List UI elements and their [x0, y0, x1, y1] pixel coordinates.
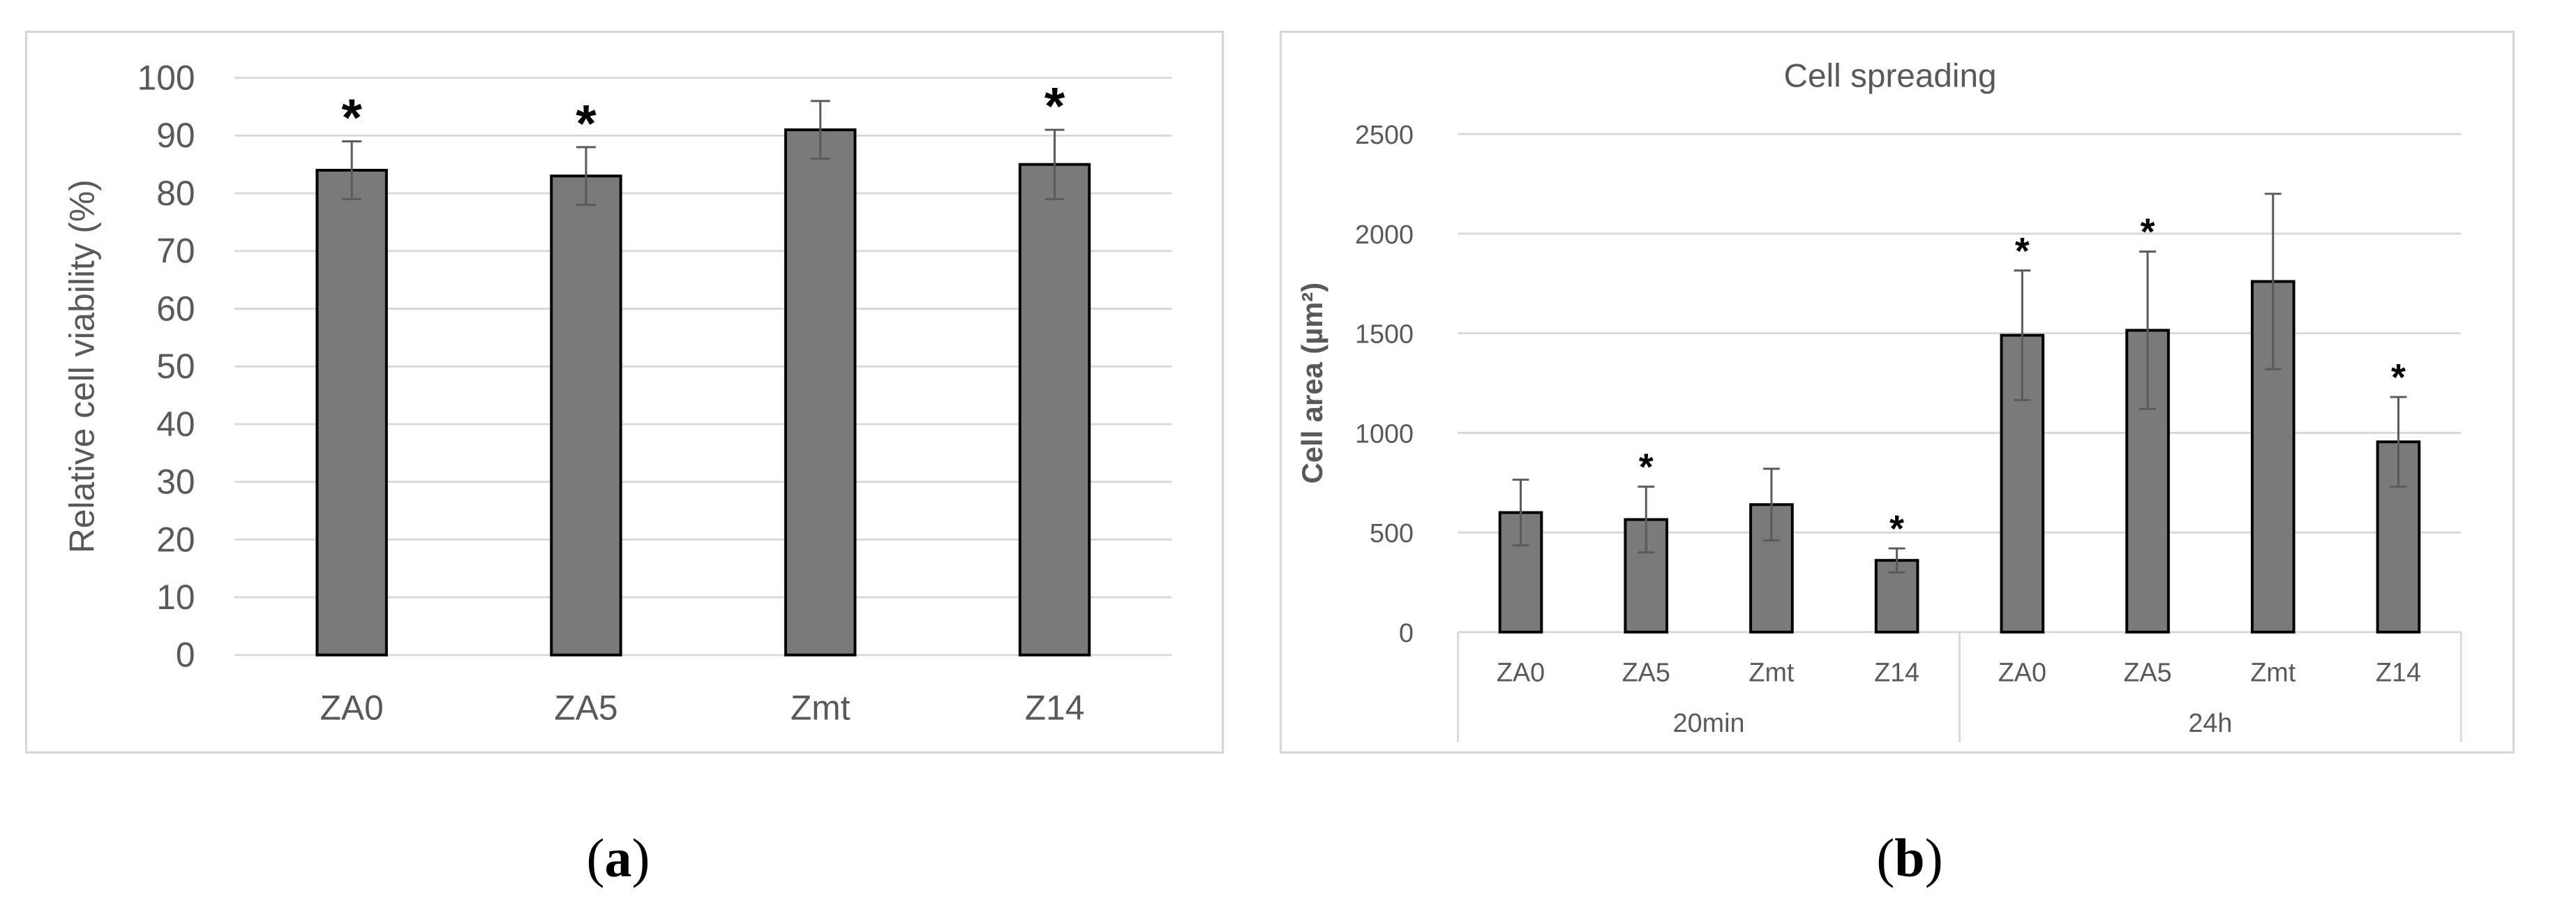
y-axis-title: Relative cell viability (%) — [62, 179, 101, 553]
x-tick-label: Zmt — [1748, 659, 1795, 688]
caption-b-close: ) — [1924, 827, 1943, 888]
x-tick-label: ZA5 — [2123, 659, 2171, 688]
group-label: 20min — [1673, 709, 1745, 738]
x-tick-label: Z14 — [1025, 688, 1085, 727]
x-tick-label: Z14 — [2376, 659, 2421, 688]
y-tick-label: 70 — [156, 232, 195, 271]
y-axis-title: Cell area (µm²) — [1296, 283, 1328, 484]
bar — [550, 174, 622, 657]
chart-title: Cell spreading — [1784, 58, 1997, 95]
y-tick-label: 40 — [156, 405, 195, 444]
y-tick-label: 20 — [156, 520, 195, 559]
significance-marker: * — [576, 95, 597, 153]
y-tick-label: 1500 — [1355, 320, 1414, 350]
x-tick-label: ZA0 — [1998, 659, 2046, 688]
y-tick-label: 2000 — [1355, 220, 1414, 250]
caption-b: (b) — [1840, 827, 1979, 890]
y-tick-label: 30 — [156, 463, 195, 502]
cell-spreading-chart: Cell spreading 0 500 1000 1500 2000 2500 ZA0 * ZA… — [1296, 58, 2462, 743]
y-tick-label: 0 — [176, 636, 195, 675]
caption-b-letter: b — [1894, 827, 1925, 888]
x-tick-label: Zmt — [2250, 659, 2296, 688]
caption-b-open: ( — [1876, 827, 1895, 888]
viability-chart: 0 10 20 30 40 50 60 70 80 90 100 * ZA0 * ZA5 Zmt * Z14 Rel… — [62, 59, 1172, 727]
y-tick-label: 80 — [156, 174, 195, 213]
y-tick-label: 90 — [156, 116, 195, 155]
x-tick-label: ZA0 — [320, 688, 384, 727]
bar — [784, 128, 857, 657]
x-tick-label: ZA5 — [554, 688, 617, 727]
y-tick-label: 1000 — [1355, 419, 1414, 449]
group-label: 24h — [2188, 709, 2232, 738]
y-tick-label: 100 — [137, 59, 195, 98]
y-tick-label: 60 — [156, 289, 195, 328]
chart-panel-b: Cell spreading 0 500 1000 1500 2000 2500 ZA0 * ZA… — [1280, 31, 2515, 753]
x-tick-label: Zmt — [791, 688, 851, 727]
caption-a-open: ( — [586, 827, 605, 888]
y-tick-label: 10 — [156, 578, 195, 617]
x-tick-label: Z14 — [1874, 659, 1919, 688]
y-tick-label: 500 — [1370, 519, 1414, 548]
significance-marker: * — [2015, 230, 2030, 272]
chart-panel-a: 0 10 20 30 40 50 60 70 80 90 100 * ZA0 * ZA5 Zmt * Z14 Rel… — [25, 31, 1224, 753]
caption-a: (a) — [548, 827, 688, 890]
significance-marker: * — [1044, 77, 1065, 136]
significance-marker: * — [2141, 211, 2155, 253]
bar — [315, 168, 388, 657]
y-tick-label: 2500 — [1355, 121, 1414, 150]
significance-marker: * — [2391, 357, 2406, 398]
bar — [1018, 163, 1091, 657]
significance-marker: * — [1889, 508, 1904, 550]
significance-marker: * — [341, 89, 362, 148]
significance-marker: * — [1639, 447, 1654, 488]
y-tick-label: 0 — [1399, 619, 1414, 648]
x-tick-label: ZA0 — [1497, 659, 1545, 688]
x-tick-label: ZA5 — [1622, 659, 1670, 688]
caption-a-close: ) — [631, 827, 650, 888]
caption-a-letter: a — [604, 827, 632, 888]
y-tick-label: 50 — [156, 347, 195, 386]
